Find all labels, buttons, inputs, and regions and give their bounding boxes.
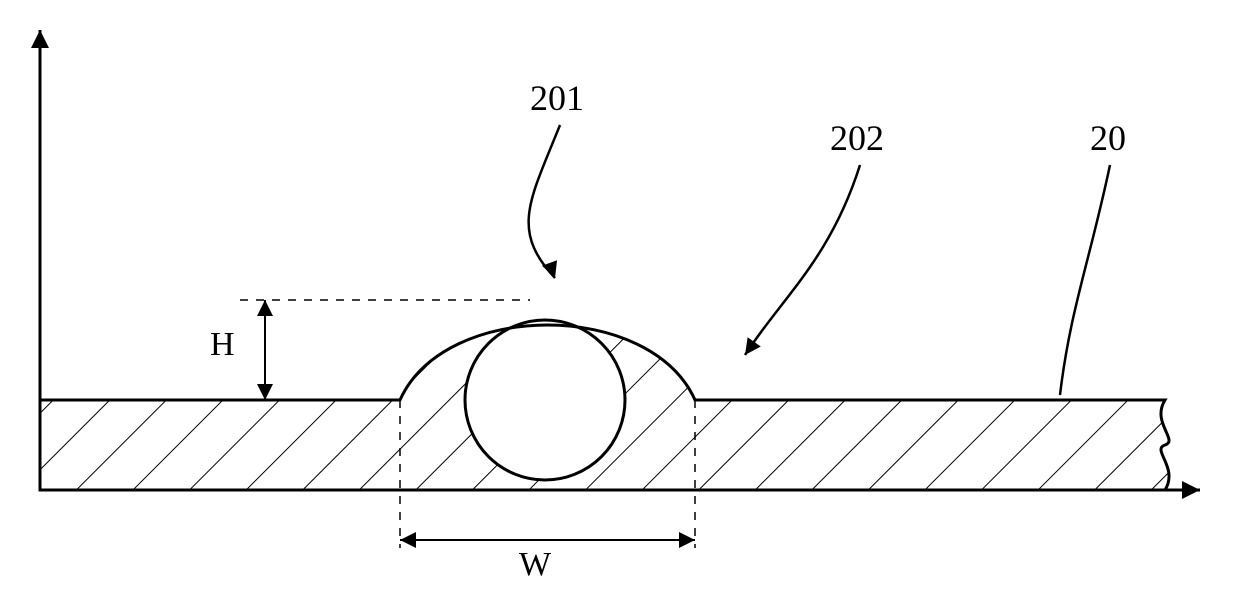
callout-c202-leader (745, 165, 860, 355)
callout-c202-label: 202 (830, 118, 884, 158)
callout-c201-label: 201 (530, 78, 584, 118)
callout-c20-leader (1060, 165, 1110, 395)
callout-c201-leader (529, 125, 560, 278)
dim-w-label: W (519, 546, 552, 583)
dim-h-label: H (210, 326, 235, 363)
callout-c20-label: 20 (1090, 118, 1126, 158)
